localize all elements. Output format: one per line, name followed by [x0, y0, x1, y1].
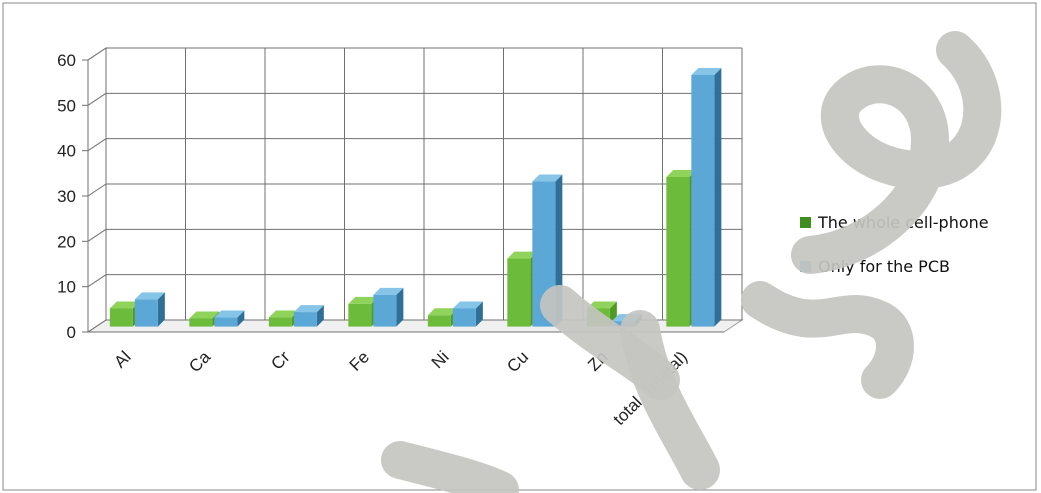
bar-pcb-Ca: [214, 310, 245, 327]
y-tick-label: 50: [57, 96, 76, 115]
bar-pcb-Ni: [452, 301, 483, 327]
y-tick-label: 40: [57, 142, 76, 161]
bar-pcb-total（metal): [691, 68, 722, 327]
bar-pcb-Al: [134, 292, 165, 327]
y-tick-label: 0: [67, 323, 76, 342]
bar-pcb-Cr: [293, 305, 324, 327]
gridline-depth: [87, 138, 107, 152]
gridline-depth: [87, 274, 107, 288]
gridline-depth: [87, 183, 107, 197]
bar-pcb-Fe: [373, 287, 404, 327]
legend-swatch: [800, 217, 811, 228]
y-tick-label: 30: [57, 187, 76, 206]
gridline-depth: [87, 319, 107, 333]
gridline-depth: [87, 92, 107, 106]
gridline-depth: [87, 47, 107, 61]
y-axis: 0 10 20 30 40 50 60: [57, 51, 89, 342]
y-tick-label: 10: [57, 278, 76, 297]
y-tick-label: 20: [57, 232, 76, 251]
watermark: [381, 31, 1002, 493]
gridline-depth: [87, 228, 107, 242]
y-tick-label: 60: [57, 51, 76, 70]
